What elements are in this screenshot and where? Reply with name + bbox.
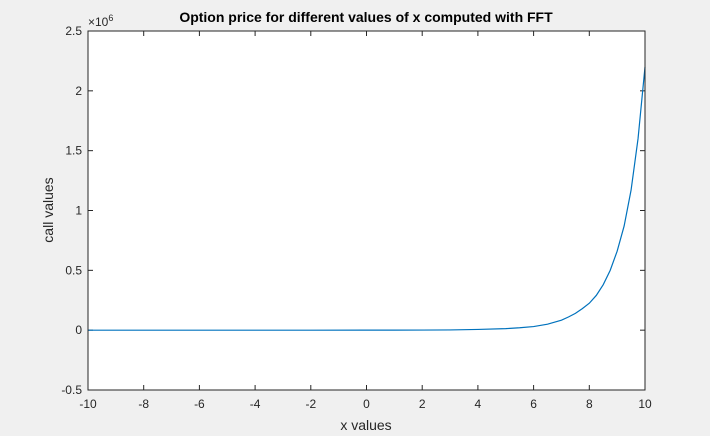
x-tick-label: 4 [475,397,482,411]
series-line-call-values [88,66,646,331]
x-tick-label: -2 [305,397,316,411]
y-tick-label: 0 [75,323,82,337]
x-tick-label: 2 [419,397,426,411]
x-axis-label: x values [340,417,391,433]
x-tick-label: 6 [530,397,537,411]
y-tick-label: 1.5 [65,144,82,158]
y-axis-label: call values [40,177,56,242]
y-tick-label: -0.5 [61,383,82,397]
y-tick-label: 2 [75,84,82,98]
plot-area [88,31,645,390]
chart-title: Option price for different values of x c… [179,9,553,25]
x-tick-label: 0 [363,397,370,411]
y-axis-exponent: ×106 [88,13,113,29]
x-tick-label: 8 [586,397,593,411]
y-axis-ticks: -0.5 0 0.5 1 1.5 2 2.5 [61,24,645,397]
y-tick-label: 1 [75,204,82,218]
y-axis-exponent-power: 6 [108,13,113,23]
x-tick-label: -6 [194,397,205,411]
y-tick-label: 0.5 [65,263,82,277]
x-tick-label: -10 [79,397,97,411]
y-tick-label: 2.5 [65,24,82,38]
y-axis-exponent-base: ×10 [88,15,109,29]
x-tick-label: -4 [250,397,261,411]
x-tick-label: -8 [138,397,149,411]
x-tick-label: 10 [638,397,652,411]
axes-box [87,30,646,391]
